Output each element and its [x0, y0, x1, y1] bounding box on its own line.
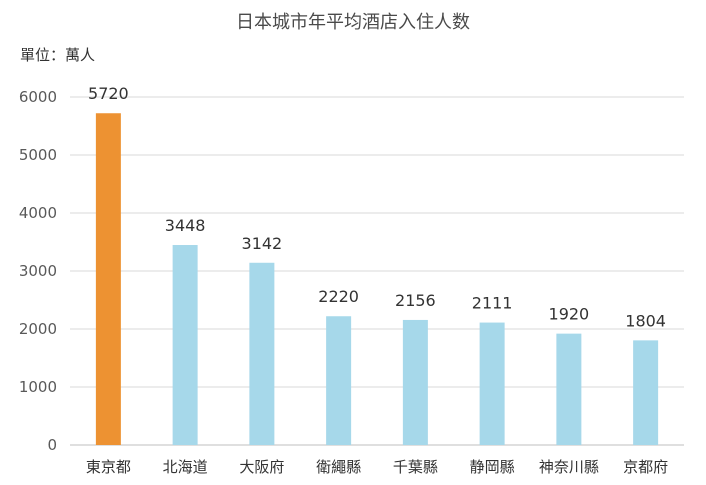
category-label-3: 衛繩縣 [316, 458, 361, 476]
value-label-2: 3142 [242, 234, 283, 253]
category-label-7: 京都府 [623, 458, 668, 476]
chart-title: 日本城市年平均酒店入住人数 [236, 12, 470, 33]
unit-label: 單位：萬人 [20, 46, 96, 64]
category-label-2: 大阪府 [239, 458, 284, 476]
value-label-7: 1804 [625, 311, 666, 330]
bar-5 [479, 322, 505, 445]
category-label-6: 神奈川縣 [539, 458, 599, 476]
bar-3 [326, 316, 352, 445]
category-label-0: 東京都 [86, 458, 131, 476]
value-label-4: 2156 [395, 291, 436, 310]
y-tick-label-5000: 5000 [19, 146, 57, 164]
value-label-3: 2220 [318, 287, 359, 306]
bar-4 [402, 319, 428, 445]
value-label-6: 1920 [549, 305, 590, 324]
y-tick-label-3000: 3000 [19, 262, 57, 280]
value-label-0: 5720 [88, 84, 129, 103]
bar-0 [95, 113, 121, 446]
category-label-5: 静岡縣 [470, 458, 515, 476]
bar-2 [249, 262, 275, 445]
y-tick-label-6000: 6000 [19, 88, 57, 106]
value-label-5: 2111 [472, 294, 513, 313]
y-tick-label-1000: 1000 [19, 378, 57, 396]
bar-6 [556, 333, 582, 445]
category-label-1: 北海道 [163, 458, 208, 476]
value-label-1: 3448 [165, 216, 206, 235]
bar-7 [633, 340, 659, 445]
y-tick-label-4000: 4000 [19, 204, 57, 222]
y-tick-label-2000: 2000 [19, 320, 57, 338]
bar-1 [172, 245, 198, 445]
category-label-4: 千葉縣 [393, 458, 438, 476]
y-tick-label-0: 0 [47, 436, 57, 454]
